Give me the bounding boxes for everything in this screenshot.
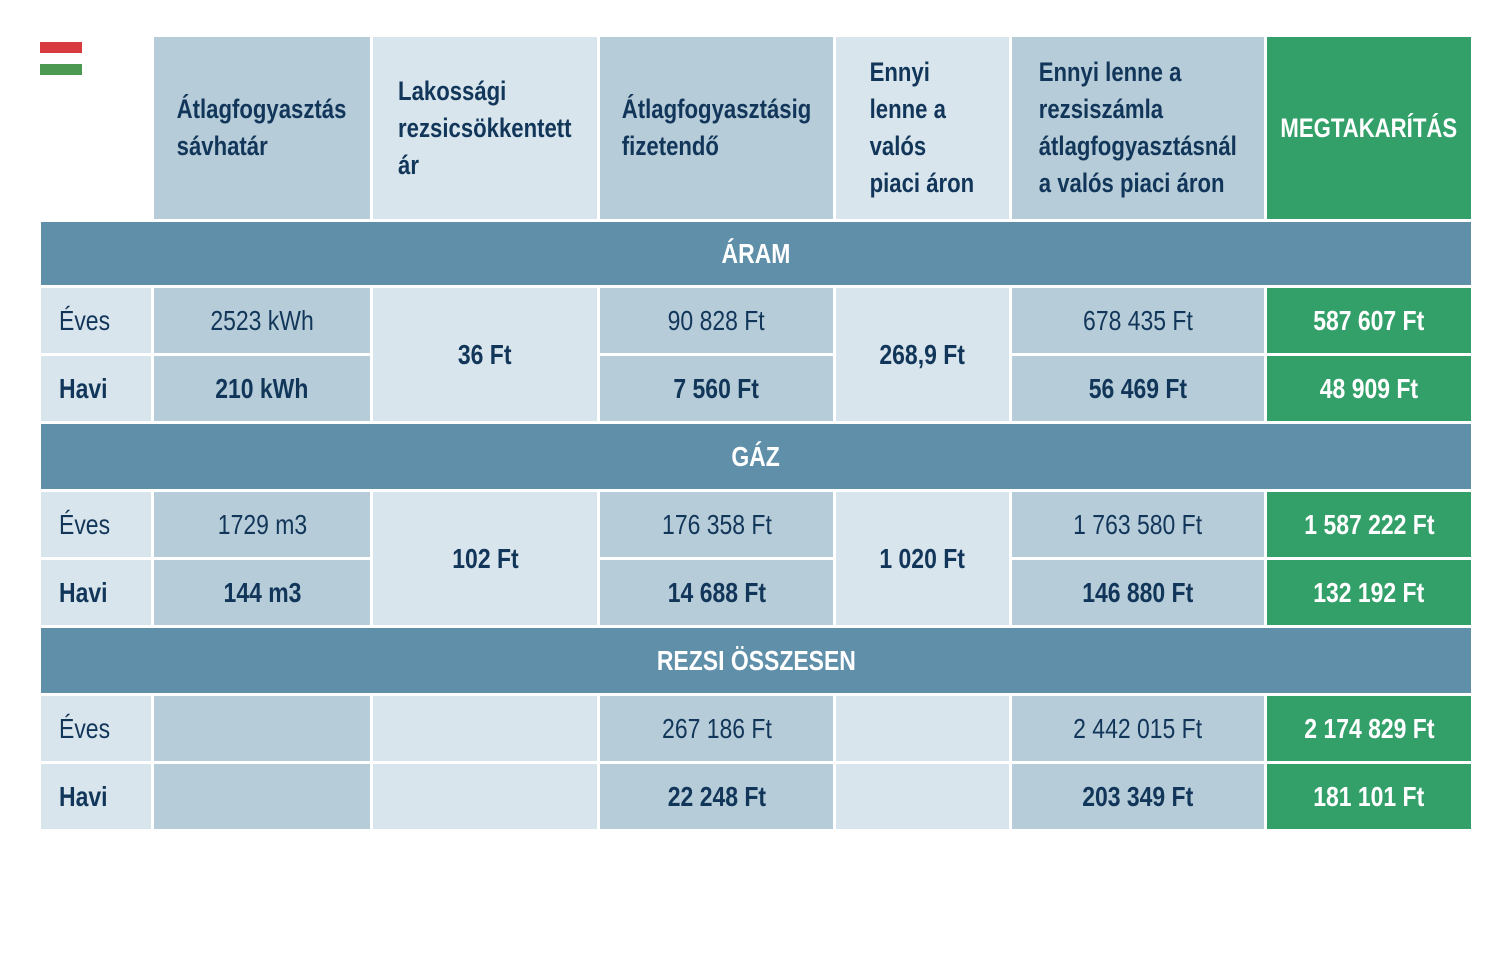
gaz-eves-consumption: 1729 m3 <box>154 492 370 557</box>
total-eves-consumption-empty <box>154 696 370 761</box>
row-label-total-eves: Éves <box>41 696 151 761</box>
gaz-havi-consumption: 144 m3 <box>154 560 370 625</box>
gaz-havi-saving: 132 192 Ft <box>1267 560 1471 625</box>
aram-havi-payable: 7 560 Ft <box>600 356 833 421</box>
utility-cost-table: Átlagfogyasztás sávhatár Lakossági rezsi… <box>41 37 1471 965</box>
aram-market-price: 268,9 Ft <box>836 288 1009 421</box>
gaz-reduced-price: 102 Ft <box>373 492 597 625</box>
aram-eves-saving: 587 607 Ft <box>1267 288 1471 353</box>
header-payable: Átlagfogyasztásig fizetendő <box>600 37 833 219</box>
total-eves-price-empty <box>373 696 597 761</box>
total-eves-saving: 2 174 829 Ft <box>1267 696 1471 761</box>
aram-reduced-price: 36 Ft <box>373 288 597 421</box>
gaz-havi-payable: 14 688 Ft <box>600 560 833 625</box>
total-eves-payable: 267 186 Ft <box>600 696 833 761</box>
row-label-gaz-eves: Éves <box>41 492 151 557</box>
total-havi-payable: 22 248 Ft <box>600 764 833 829</box>
header-market-bill: Ennyi lenne a rezsiszámla átlagfogyasztá… <box>1012 37 1264 219</box>
aram-eves-market-bill: 678 435 Ft <box>1012 288 1264 353</box>
gaz-eves-payable: 176 358 Ft <box>600 492 833 557</box>
hungarian-flag-icon <box>40 42 82 75</box>
header-market-price: Ennyi lenne a valós piaci áron <box>836 37 1009 219</box>
aram-havi-saving: 48 909 Ft <box>1267 356 1471 421</box>
gaz-market-price: 1 020 Ft <box>836 492 1009 625</box>
header-saving: MEGTAKARÍTÁS <box>1267 37 1471 219</box>
total-havi-market-price-empty <box>836 764 1009 829</box>
total-havi-saving: 181 101 Ft <box>1267 764 1471 829</box>
header-corner <box>41 37 151 219</box>
aram-eves-payable: 90 828 Ft <box>600 288 833 353</box>
header-reduced-price: Lakossági rezsicsökkentett ár <box>373 37 597 219</box>
header-consumption-threshold: Átlagfogyasztás sávhatár <box>154 37 370 219</box>
row-label-aram-eves: Éves <box>41 288 151 353</box>
gaz-eves-market-bill: 1 763 580 Ft <box>1012 492 1264 557</box>
section-title-total: REZSI ÖSSZESEN <box>41 628 1471 693</box>
gaz-eves-saving: 1 587 222 Ft <box>1267 492 1471 557</box>
row-label-aram-havi: Havi <box>41 356 151 421</box>
total-havi-consumption-empty <box>154 764 370 829</box>
gaz-havi-market-bill: 146 880 Ft <box>1012 560 1264 625</box>
total-eves-market-price-empty <box>836 696 1009 761</box>
total-eves-market-bill: 2 442 015 Ft <box>1012 696 1264 761</box>
aram-havi-consumption: 210 kWh <box>154 356 370 421</box>
row-label-total-havi: Havi <box>41 764 151 829</box>
section-title-aram: ÁRAM <box>41 222 1471 285</box>
row-label-gaz-havi: Havi <box>41 560 151 625</box>
aram-havi-market-bill: 56 469 Ft <box>1012 356 1264 421</box>
section-title-gaz: GÁZ <box>41 424 1471 489</box>
total-havi-price-empty <box>373 764 597 829</box>
total-havi-market-bill: 203 349 Ft <box>1012 764 1264 829</box>
aram-eves-consumption: 2523 kWh <box>154 288 370 353</box>
